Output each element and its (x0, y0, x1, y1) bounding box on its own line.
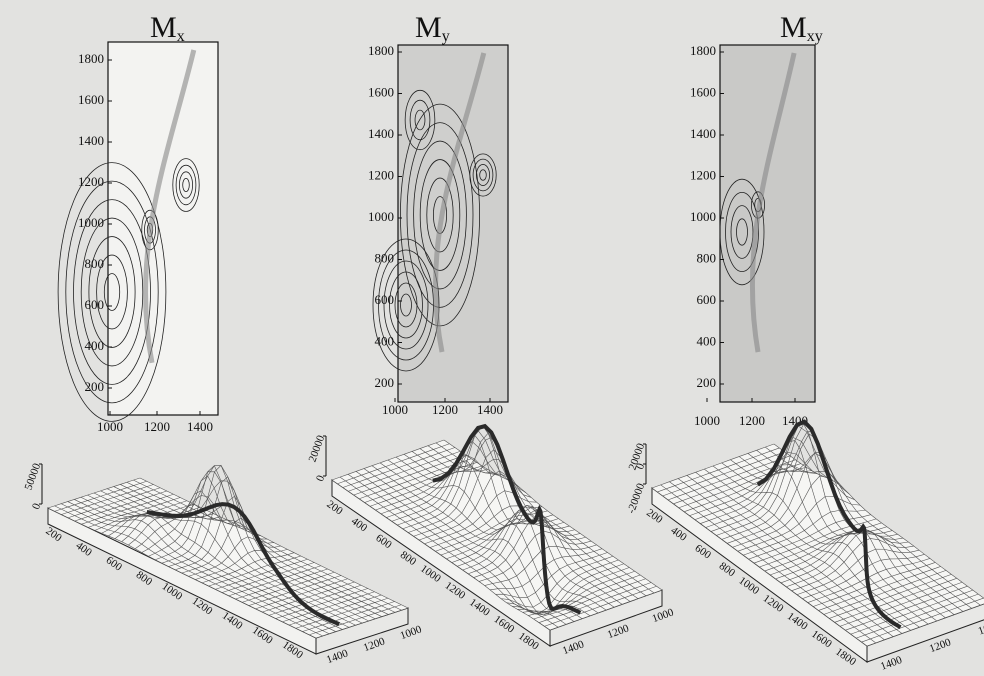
y-tick-label: 1800 (78, 51, 104, 66)
y-tick-label: 200 (375, 375, 395, 390)
contour-map (108, 42, 218, 415)
x-tick-label: 1400 (477, 402, 503, 417)
x-tick-label: 1200 (144, 419, 170, 434)
x-tick-label: 1000 (382, 402, 408, 417)
y-tick-label: 800 (85, 256, 105, 271)
y-tick-label: 1400 (690, 126, 716, 141)
x-tick-label: 1000 (694, 413, 720, 428)
y-tick-label: 1800 (690, 43, 716, 58)
y-tick-label: 200 (85, 379, 105, 394)
panel-title-subscript: xy (807, 28, 823, 45)
y-tick-label: 1000 (690, 209, 716, 224)
x-tick-label: 1200 (739, 413, 765, 428)
y-tick-label: 1200 (690, 167, 716, 182)
y-tick-label: 800 (375, 250, 395, 265)
x-tick-label: 1200 (432, 402, 458, 417)
y-tick-label: 1000 (78, 215, 104, 230)
panel-title-subscript: y (442, 28, 450, 45)
y-tick-label: 1400 (368, 126, 394, 141)
contour-map (720, 45, 815, 402)
y-tick-label: 600 (375, 292, 395, 307)
y-tick-label: 1600 (78, 92, 104, 107)
y-tick-label: 400 (697, 333, 717, 348)
y-tick-label: 400 (85, 338, 105, 353)
y-tick-label: 1800 (368, 43, 394, 58)
y-tick-label: 1600 (368, 84, 394, 99)
y-tick-label: 600 (85, 297, 105, 312)
x-tick-label: 1000 (97, 419, 123, 434)
y-tick-label: 200 (697, 375, 717, 390)
y-tick-label: 800 (697, 250, 717, 265)
y-tick-label: 1400 (78, 133, 104, 148)
y-tick-label: 1200 (368, 167, 394, 182)
y-tick-label: 1200 (78, 174, 104, 189)
x-tick-label: 1400 (187, 419, 213, 434)
y-tick-label: 400 (375, 333, 395, 348)
y-tick-label: 1600 (690, 84, 716, 99)
y-tick-label: 600 (697, 292, 717, 307)
y-tick-label: 1000 (368, 209, 394, 224)
figure: Mx18001600140012001000800600400200100012… (0, 0, 984, 676)
